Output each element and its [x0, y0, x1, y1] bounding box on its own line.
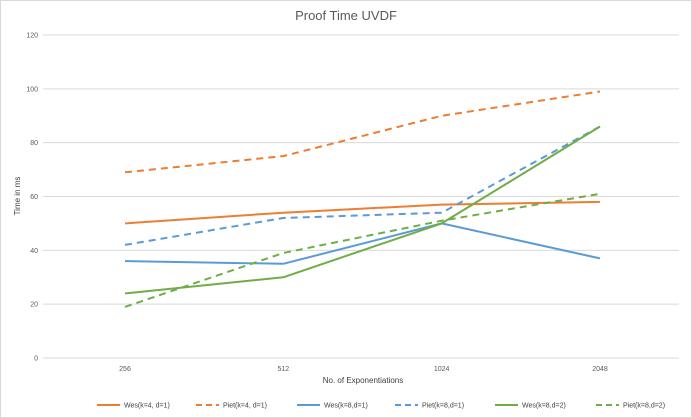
series-line-1: [124, 200, 601, 225]
y-tick-label: 0: [34, 356, 38, 363]
legend-label: Wes(k=8,d=1): [324, 403, 368, 410]
y-tick-label: 20: [30, 302, 38, 309]
series-line-2: [124, 90, 601, 174]
series-line-4: [124, 125, 601, 246]
y-tick-label: 40: [30, 248, 38, 255]
x-tick-label: 1024: [434, 366, 450, 373]
y-tick-label: 120: [26, 33, 38, 40]
legend-label: Piet(k=4, d=1): [223, 403, 267, 410]
legend: Wes(k=4, d=1) Piet(k=4, d=1) Wes(k=8,d=1) P…: [97, 403, 665, 410]
y-tick-label: 100: [26, 86, 38, 93]
series-line-3: [124, 222, 601, 265]
series-line-6: [124, 192, 601, 308]
legend-label: Wes(k=4, d=1): [124, 403, 170, 410]
x-axis-label: No. of Exponentiations: [323, 376, 404, 385]
legend-label: Piet(k=8,d=2): [623, 403, 665, 410]
x-tick-label: 512: [277, 366, 289, 373]
legend-label: Piet(k=8,d=1): [422, 403, 464, 410]
x-tick-label: 256: [119, 366, 131, 373]
y-tick-label: 80: [30, 140, 38, 147]
series-lines: [124, 90, 601, 308]
x-axis-ticks: 256 512 1024 2048: [119, 366, 608, 373]
x-tick-label: 2048: [592, 366, 608, 373]
y-axis-ticks: 0 20 40 60 80 100 120: [26, 33, 38, 363]
y-axis-label: Time in ms: [13, 177, 22, 216]
y-tick-label: 60: [30, 194, 38, 201]
legend-label: Wes(k=8,d=2): [522, 403, 566, 410]
chart-title: Proof Time UVDF: [295, 8, 397, 23]
series-line-5: [124, 125, 601, 295]
